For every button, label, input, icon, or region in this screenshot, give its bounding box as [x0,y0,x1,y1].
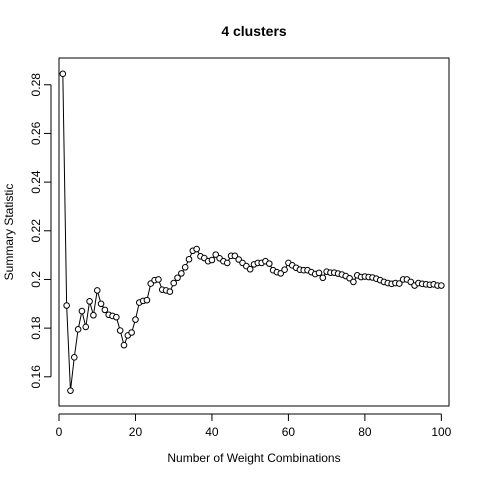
data-point [86,298,93,305]
chart-title: 4 clusters [221,23,287,39]
data-point [120,341,128,349]
data-point [281,266,288,274]
data-point [170,279,178,287]
plot-frame [58,57,450,407]
data-point [101,306,109,314]
data-point [231,252,239,260]
x-tick-label: 20 [129,425,143,439]
y-tick-label: 0.26 [29,121,43,145]
data-point [67,387,74,394]
data-point [265,260,273,267]
x-tick-label: 100 [431,425,451,439]
data-point [63,302,70,309]
x-tick-label: 60 [282,425,296,439]
x-axis: 0 20 40 60 80 100 [56,413,452,439]
data-point [277,270,285,277]
data-point [97,300,105,308]
data-point [407,278,415,286]
x-tick-label: 80 [358,425,372,439]
data-point [319,274,327,282]
y-tick-label: 0.28 [29,73,43,97]
data-point [174,274,181,282]
data-point [208,256,216,264]
y-tick-label: 0.22 [29,219,43,243]
data-point [132,316,139,323]
data-point [82,323,90,331]
y-axis: 0.16 0.18 0.2 0.22 0.24 0.26 0.28 [29,73,52,389]
x-tick-label: 40 [205,425,219,439]
data-point [70,354,78,361]
series-layer [59,70,445,394]
y-tick-label: 0.2 [29,271,43,288]
data-point [59,70,67,78]
data-point [90,311,97,319]
data-point [166,288,174,295]
data-point [246,265,254,273]
y-tick-label: 0.24 [29,170,43,194]
x-axis-label: Number of Weight Combinations [167,451,340,465]
data-point [78,307,86,315]
series-line [62,73,442,391]
data-point [315,269,323,277]
x-tick-label: 0 [56,425,63,439]
data-point [223,259,231,267]
data-point [143,296,151,304]
data-point [212,251,220,258]
data-point [113,313,120,321]
data-point [178,270,185,277]
data-point [350,278,357,286]
data-point [438,282,445,289]
data-point [128,329,135,336]
data-point [93,287,101,294]
data-point [74,326,82,333]
data-point [155,276,162,283]
y-tick-label: 0.16 [29,365,43,389]
data-point [346,274,353,282]
y-axis-label: Summary Statistic [2,184,16,281]
data-point [181,263,189,271]
data-point [395,280,403,287]
data-point [185,255,193,263]
data-point [116,327,124,334]
y-tick-label: 0.18 [29,316,43,340]
data-point [193,245,200,253]
